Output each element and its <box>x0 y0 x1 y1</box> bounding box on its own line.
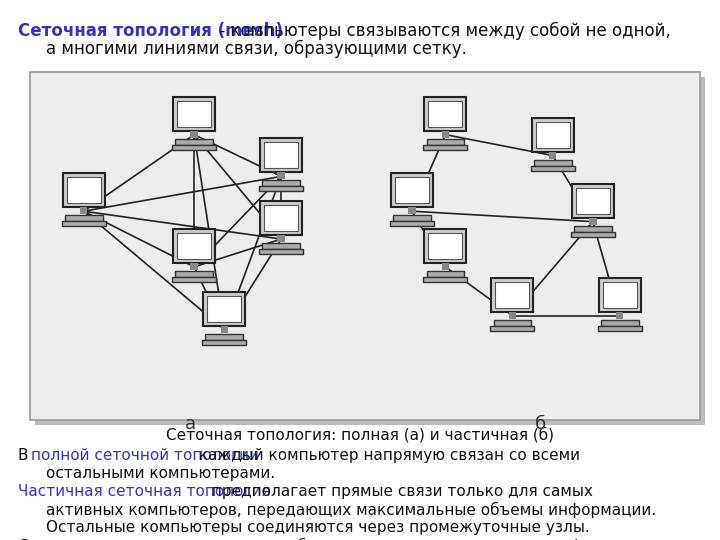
Bar <box>531 166 575 171</box>
Bar <box>441 131 449 138</box>
Bar <box>66 177 101 203</box>
Text: - компьютеры связываются между собой не одной,: - компьютеры связываются между собой не … <box>214 22 671 40</box>
Bar <box>408 207 415 214</box>
Bar <box>616 312 624 319</box>
Bar <box>262 180 300 186</box>
Bar <box>177 100 211 127</box>
Text: а многими линиями связи, образующими сетку.: а многими линиями связи, образующими сет… <box>46 40 467 58</box>
Bar <box>177 233 211 259</box>
Bar <box>260 201 302 235</box>
Bar <box>576 187 610 214</box>
Bar <box>172 277 216 282</box>
Bar <box>589 218 597 225</box>
Bar <box>205 334 243 340</box>
Text: остальными компьютерами.: остальными компьютерами. <box>46 466 275 481</box>
Bar <box>190 263 198 270</box>
Text: Сеточная топология позволяет выбирать маршрут для доставки информации от: Сеточная топология позволяет выбирать ма… <box>18 538 676 540</box>
Bar <box>549 152 557 159</box>
Bar <box>190 131 198 138</box>
Bar <box>490 326 534 330</box>
Bar <box>202 340 246 345</box>
Bar <box>259 249 303 254</box>
Text: Сеточная топология (mesh): Сеточная топология (mesh) <box>18 22 283 40</box>
Bar <box>65 215 102 221</box>
Bar <box>598 326 642 330</box>
Bar <box>600 320 639 326</box>
Bar <box>495 281 529 308</box>
Bar <box>423 145 467 150</box>
Bar <box>493 320 531 326</box>
Bar <box>264 143 298 168</box>
Bar <box>203 292 246 326</box>
Text: полной сеточной топологии: полной сеточной топологии <box>31 448 259 463</box>
Bar <box>61 221 106 226</box>
Bar <box>260 138 302 172</box>
Bar <box>531 118 574 152</box>
Text: Остальные компьютеры соединяются через промежуточные узлы.: Остальные компьютеры соединяются через п… <box>46 520 590 535</box>
Bar <box>264 205 298 231</box>
Bar <box>508 312 516 319</box>
Bar <box>390 221 434 226</box>
Bar <box>491 278 534 312</box>
Text: б: б <box>534 415 546 433</box>
Bar <box>30 72 700 420</box>
Bar <box>534 159 572 166</box>
Bar <box>277 235 285 242</box>
Bar <box>262 243 300 249</box>
Bar <box>207 295 241 321</box>
Bar <box>80 207 87 214</box>
Text: Сеточная топология: полная (а) и частичная (б): Сеточная топология: полная (а) и частичн… <box>166 427 554 443</box>
Bar <box>572 184 613 218</box>
Bar <box>571 232 615 237</box>
Bar <box>598 278 641 312</box>
Bar <box>277 172 285 179</box>
Bar <box>441 263 449 270</box>
Bar <box>428 233 462 259</box>
Bar <box>175 271 213 277</box>
Bar <box>603 281 636 308</box>
Bar <box>175 139 213 145</box>
Bar <box>63 173 104 207</box>
Bar <box>172 145 216 150</box>
Bar <box>428 100 462 127</box>
Bar <box>35 77 705 425</box>
Bar <box>393 215 431 221</box>
Text: а: а <box>184 415 196 433</box>
Bar <box>220 326 228 333</box>
Bar <box>536 122 570 147</box>
Text: Частичная сеточная топология: Частичная сеточная топология <box>18 484 271 499</box>
Bar <box>259 186 303 191</box>
Text: предполагает прямые связи только для самых: предполагает прямые связи только для сам… <box>207 484 593 499</box>
Bar <box>423 277 467 282</box>
Bar <box>391 173 433 207</box>
Bar <box>395 177 429 203</box>
Bar <box>426 139 464 145</box>
Bar <box>424 229 467 263</box>
Bar <box>574 226 612 232</box>
Text: активных компьютеров, передающих максимальные объемы информации.: активных компьютеров, передающих максима… <box>46 502 656 518</box>
Text: В: В <box>18 448 33 463</box>
Text: каждый компьютер напрямую связан со всеми: каждый компьютер напрямую связан со всем… <box>194 448 580 463</box>
Bar <box>173 97 215 131</box>
Bar <box>426 271 464 277</box>
Bar <box>424 97 467 131</box>
Bar <box>173 229 215 263</box>
